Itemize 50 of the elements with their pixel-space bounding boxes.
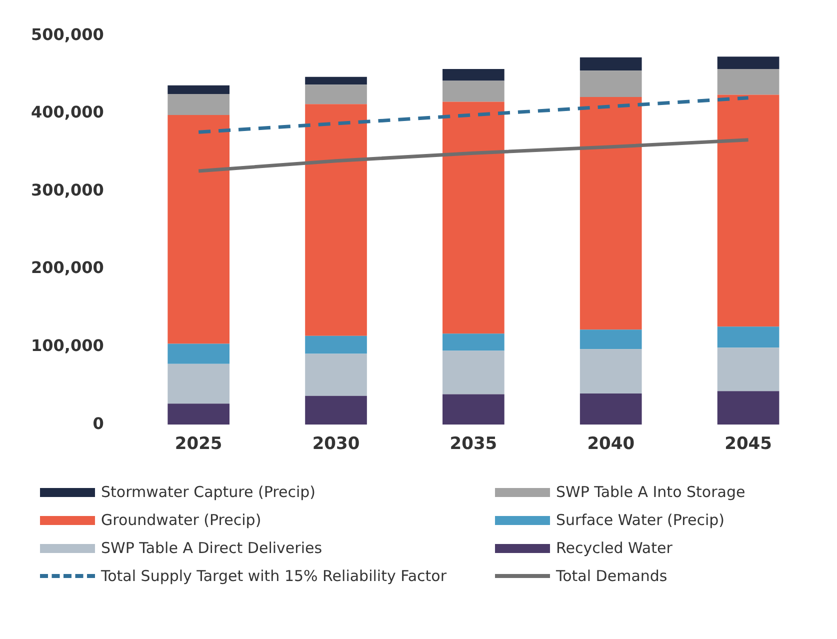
bar <box>442 394 504 425</box>
bar <box>580 97 642 330</box>
x-tick-label: 2035 <box>450 434 498 454</box>
bar <box>717 348 780 392</box>
legend-label: Total Supply Target with 15% Reliability Factor <box>101 567 447 585</box>
legend-label: Total Demands <box>556 567 668 585</box>
bar <box>717 56 780 70</box>
bar <box>168 344 230 364</box>
bar <box>442 102 504 334</box>
legend-label: SWP Table A Direct Deliveries <box>101 539 322 557</box>
bar <box>717 69 780 95</box>
legend-label: SWP Table A Into Storage <box>556 483 746 501</box>
bar <box>442 334 504 351</box>
bar <box>442 80 504 102</box>
bar <box>580 330 642 350</box>
x-tick-label: 2045 <box>724 434 772 454</box>
bar <box>168 114 230 344</box>
bar <box>580 57 642 71</box>
y-tick-label: 400,000 <box>31 102 104 122</box>
bar <box>168 94 230 115</box>
bar <box>580 349 642 394</box>
legend-label: Surface Water (Precip) <box>556 511 725 529</box>
bar <box>717 391 780 425</box>
y-tick-label: 200,000 <box>31 258 104 278</box>
bar <box>168 404 230 425</box>
bar <box>717 94 780 327</box>
bar <box>305 354 367 396</box>
bar <box>305 336 367 354</box>
x-tick-label: 2025 <box>174 434 222 454</box>
y-tick-label: 100,000 <box>31 336 104 355</box>
x-tick-label: 2030 <box>312 434 360 454</box>
x-tick-label: 2040 <box>587 434 635 454</box>
bar <box>580 393 642 425</box>
bar <box>442 350 504 394</box>
bar <box>168 364 230 404</box>
legend-label: Stormwater Capture (Precip) <box>101 483 316 501</box>
bar <box>717 326 780 348</box>
bar <box>305 84 367 104</box>
bar <box>305 104 367 336</box>
legend-label: Recycled Water <box>556 539 672 557</box>
y-tick-label: 300,000 <box>31 180 104 200</box>
bar <box>580 70 642 98</box>
bar <box>305 396 367 425</box>
y-tick-label: 0 <box>92 414 104 433</box>
legend-label: Groundwater (Precip) <box>101 511 262 529</box>
bar <box>442 69 504 81</box>
y-tick-label: 500,000 <box>31 24 104 44</box>
line-series <box>196 96 750 134</box>
bar <box>305 76 367 85</box>
bar <box>168 85 230 94</box>
